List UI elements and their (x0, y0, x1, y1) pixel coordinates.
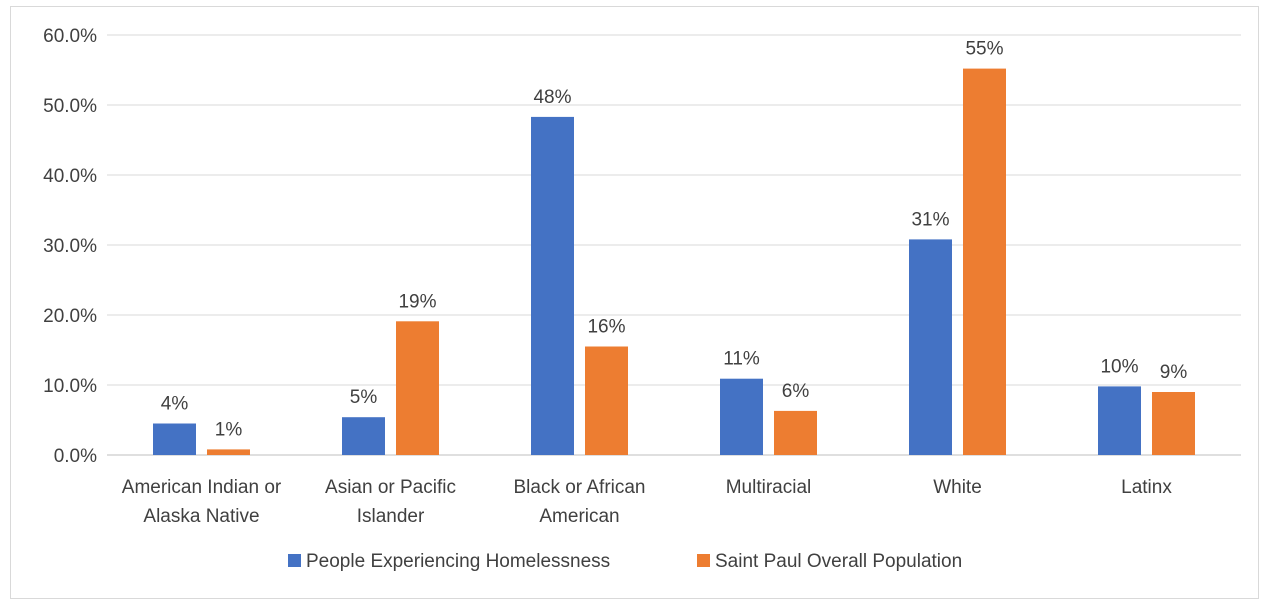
legend-label: People Experiencing Homelessness (306, 551, 610, 572)
y-tick-label: 10.0% (43, 376, 97, 397)
legend-swatch (288, 554, 301, 567)
category-label: Asian or Pacific (325, 477, 456, 498)
data-label: 10% (1100, 356, 1138, 377)
y-tick-label: 30.0% (43, 236, 97, 257)
bar-homelessness (531, 116, 574, 456)
bar-overall-population (963, 68, 1006, 455)
data-label: 19% (398, 291, 436, 312)
bar-homelessness (342, 417, 385, 455)
category-label: American Indian or (122, 477, 282, 498)
bar-homelessness (909, 239, 952, 455)
bar-homelessness (153, 423, 196, 455)
category-label: White (933, 477, 982, 498)
legend-swatch (697, 554, 710, 567)
y-tick-label: 20.0% (43, 306, 97, 327)
data-label: 16% (587, 317, 625, 338)
data-label: 11% (723, 349, 760, 370)
y-tick-label: 50.0% (43, 96, 97, 117)
data-label: 48% (533, 87, 571, 108)
category-label: Multiracial (726, 477, 812, 498)
category-label: Black or African (514, 477, 646, 498)
bar-overall-population (1152, 392, 1195, 455)
data-label: 31% (911, 209, 949, 230)
legend-label: Saint Paul Overall Population (715, 551, 962, 572)
bar-overall-population (396, 321, 439, 455)
bar-overall-population (774, 410, 817, 455)
data-label: 4% (161, 394, 189, 415)
y-tick-label: 0.0% (54, 446, 97, 467)
data-label: 6% (782, 381, 810, 402)
category-label: Alaska Native (143, 506, 259, 527)
data-label: 55% (965, 39, 1003, 60)
category-label: Islander (357, 506, 425, 527)
data-label: 9% (1160, 362, 1188, 383)
data-label: 5% (350, 387, 378, 408)
bar-homelessness (720, 378, 763, 455)
bar-overall-population (585, 346, 628, 455)
category-label: Latinx (1121, 477, 1172, 498)
y-tick-label: 60.0% (43, 26, 97, 47)
category-label: American (539, 506, 619, 527)
data-label: 1% (215, 419, 243, 440)
y-tick-label: 40.0% (43, 166, 97, 187)
bar-overall-population (207, 449, 250, 455)
bar-homelessness (1098, 386, 1141, 455)
